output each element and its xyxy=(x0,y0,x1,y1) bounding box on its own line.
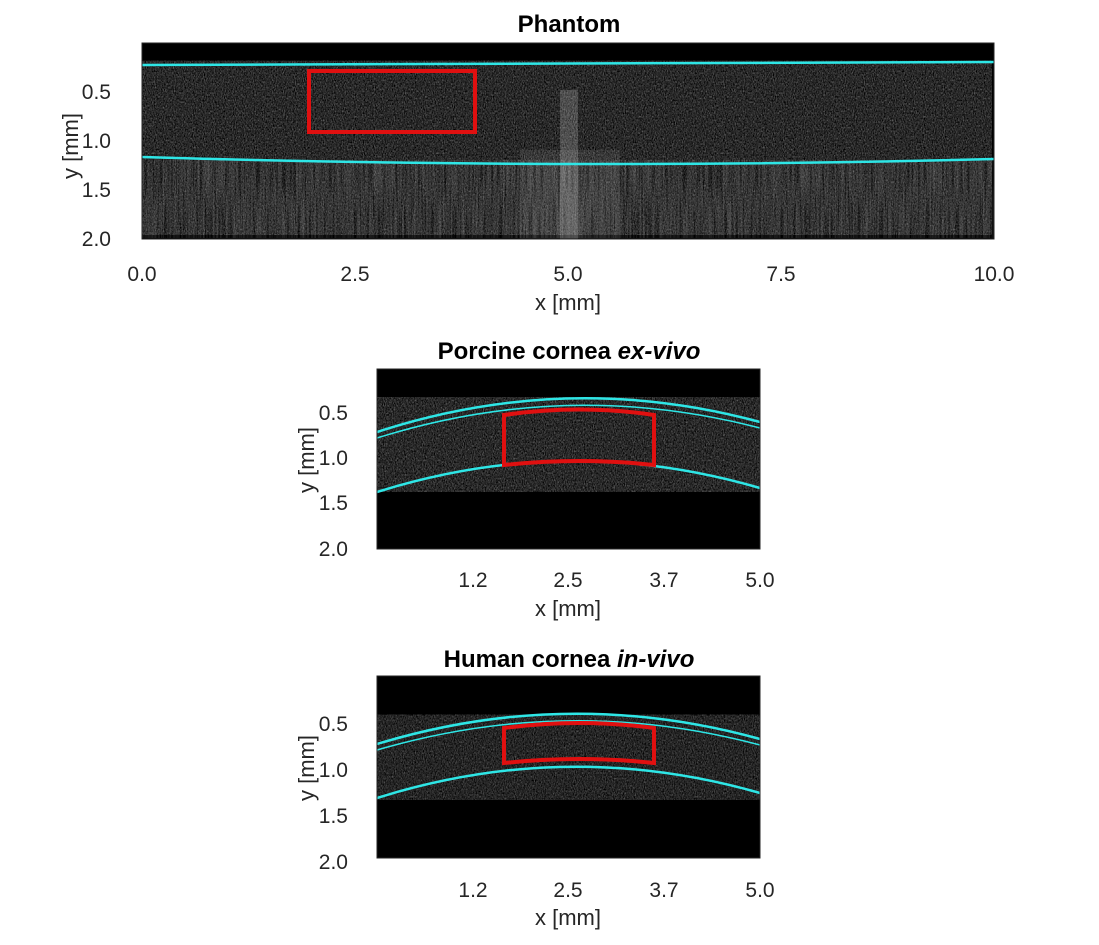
x-tick-label: 5.0 xyxy=(553,263,582,286)
y-tick-label: 0.5 xyxy=(82,81,111,104)
y-tick-label: 2.0 xyxy=(319,851,348,874)
y-tick-label: 1.5 xyxy=(319,805,348,828)
panel-human-cornea: Human cornea in-vivo 0.5 1.0 1.5 2.0 1.2… xyxy=(294,646,775,930)
upper-boundary-line xyxy=(376,404,761,439)
panel-phantom: Phantom 0.5 1.0 1.5 2.0 0.0 2.5 5.0 7.5 … xyxy=(58,11,1014,315)
panel-porcine-cornea: Porcine cornea ex-vivo 0.5 1.0 1.5 2.0 1… xyxy=(294,338,775,621)
x-tick-label: 2.5 xyxy=(553,879,582,902)
axes-box xyxy=(141,42,995,240)
panel-title: Porcine cornea ex-vivo xyxy=(438,338,701,365)
y-tick-label: 1.5 xyxy=(82,179,111,202)
oct-image xyxy=(377,369,760,549)
panel-title: Phantom xyxy=(518,11,621,38)
roi-rectangle xyxy=(502,721,656,766)
roi-rectangle xyxy=(502,407,656,468)
y-axis-label: y [mm] xyxy=(294,735,319,801)
y-tick-label: 0.5 xyxy=(319,402,348,425)
x-tick-label: 0.0 xyxy=(127,263,156,286)
lower-boundary-line xyxy=(376,765,761,800)
x-tick-label: 1.2 xyxy=(458,569,487,592)
y-tick-label: 0.5 xyxy=(319,713,348,736)
oct-image xyxy=(142,43,994,240)
y-tick-label: 1.5 xyxy=(319,492,348,515)
x-tick-label: 7.5 xyxy=(766,263,795,286)
panel-title: Human cornea in-vivo xyxy=(444,646,695,673)
axes-box xyxy=(376,368,761,550)
x-tick-label: 2.5 xyxy=(553,569,582,592)
y-tick-label: 2.0 xyxy=(319,538,348,561)
x-tick-label: 3.7 xyxy=(649,569,678,592)
x-tick-label: 1.2 xyxy=(458,879,487,902)
x-axis-label: x [mm] xyxy=(535,905,601,930)
upper-boundary-line xyxy=(376,397,761,434)
x-axis-label: x [mm] xyxy=(535,290,601,315)
x-tick-label: 10.0 xyxy=(974,263,1015,286)
y-axis-label: y [mm] xyxy=(294,427,319,493)
upper-boundary-line xyxy=(141,60,995,67)
lower-boundary-line xyxy=(141,155,995,166)
x-tick-label: 5.0 xyxy=(745,879,774,902)
x-tick-label: 2.5 xyxy=(340,263,369,286)
y-tick-label: 2.0 xyxy=(82,228,111,251)
axes-box xyxy=(376,675,761,859)
upper-boundary-line xyxy=(376,720,761,751)
y-tick-label: 1.0 xyxy=(319,447,348,470)
x-axis-label: x [mm] xyxy=(535,596,601,621)
roi-rectangle xyxy=(307,69,477,134)
y-tick-label: 1.0 xyxy=(319,759,348,782)
upper-boundary-line xyxy=(376,712,761,746)
y-tick-label: 1.0 xyxy=(82,130,111,153)
x-tick-label: 5.0 xyxy=(745,569,774,592)
x-tick-label: 3.7 xyxy=(649,879,678,902)
y-axis-label: y [mm] xyxy=(58,113,83,179)
